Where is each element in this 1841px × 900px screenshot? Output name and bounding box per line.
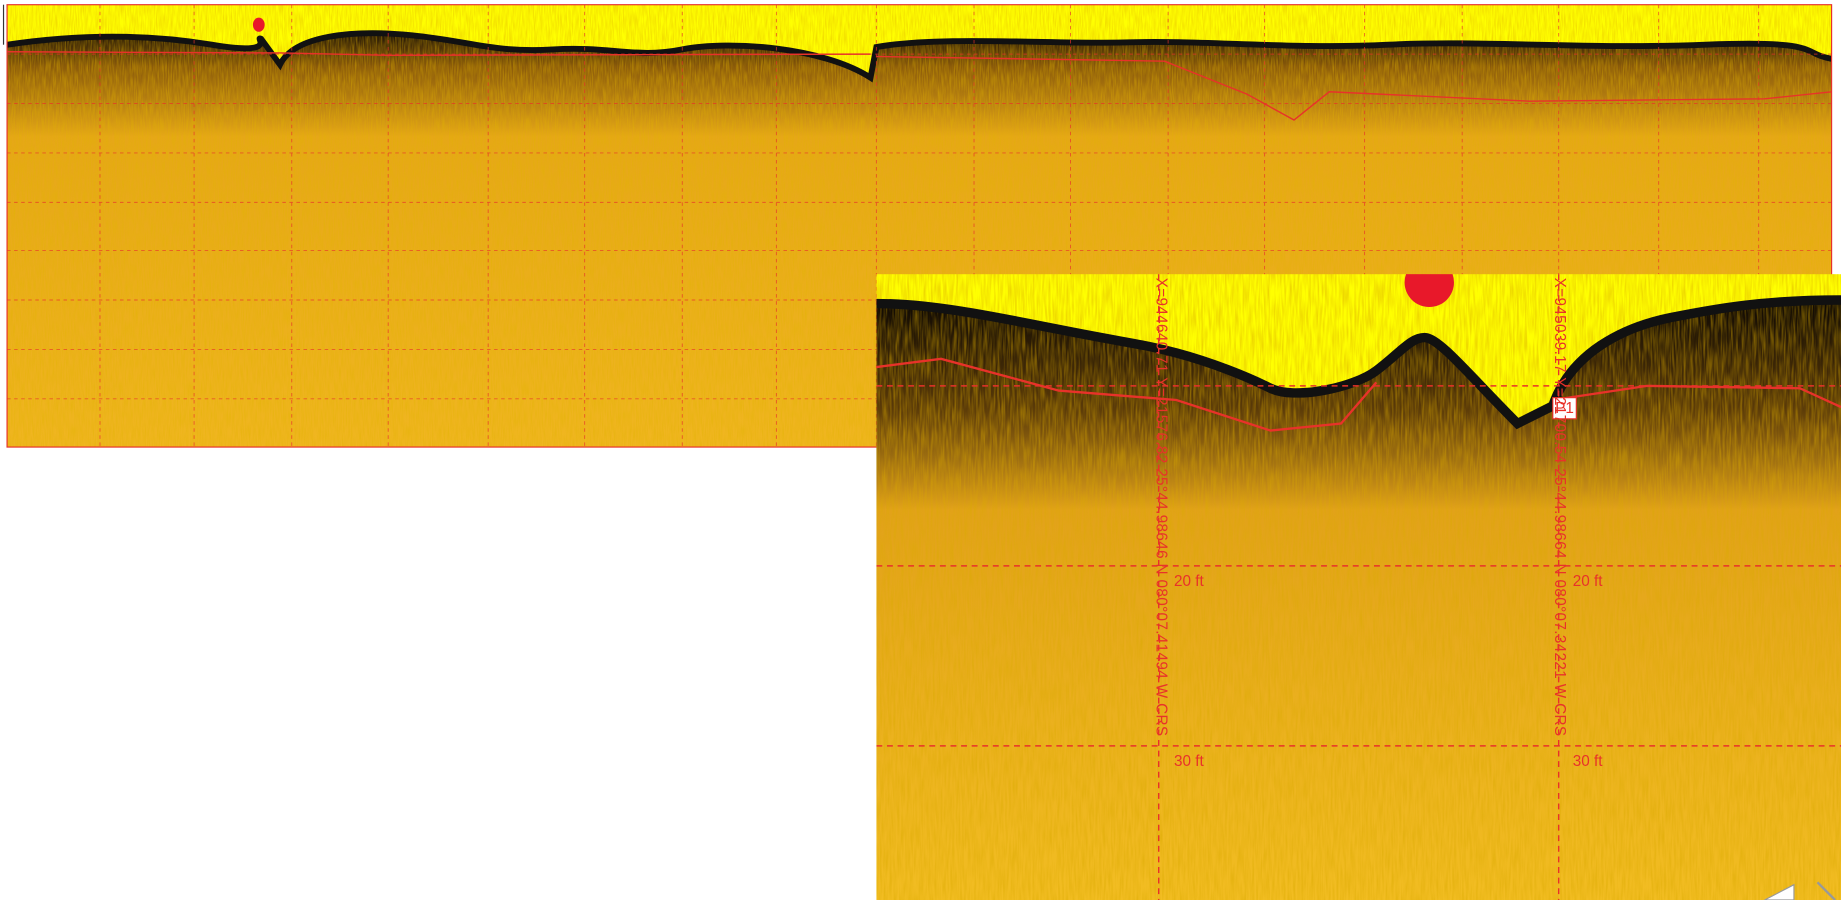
marker-coordinates: X=944640.71 Y=21576.82 25°44.98646 N 080… (1152, 278, 1169, 737)
sonar-texture (876, 274, 1841, 900)
slide: P1 20 ft 30 ft 20 ft 30 ft X=944640.71 Y… (0, 0, 1841, 900)
depth-label: 30 ft (1573, 753, 1603, 770)
depth-label: 20 ft (1573, 573, 1603, 590)
depth-label: 30 ft (1174, 753, 1204, 770)
marker-coordinates: X=945039.17 Y=21700.54 25°44.98664 N 080… (1551, 278, 1568, 737)
detail-profile: P1 20 ft 30 ft 20 ft 30 ft X=944640.71 Y… (876, 258, 1841, 900)
depth-label: 20 ft (1174, 573, 1204, 590)
page: {"detail_view":{"markers":[{"coordinates… (0, 0, 1841, 900)
position-dot (253, 18, 265, 32)
